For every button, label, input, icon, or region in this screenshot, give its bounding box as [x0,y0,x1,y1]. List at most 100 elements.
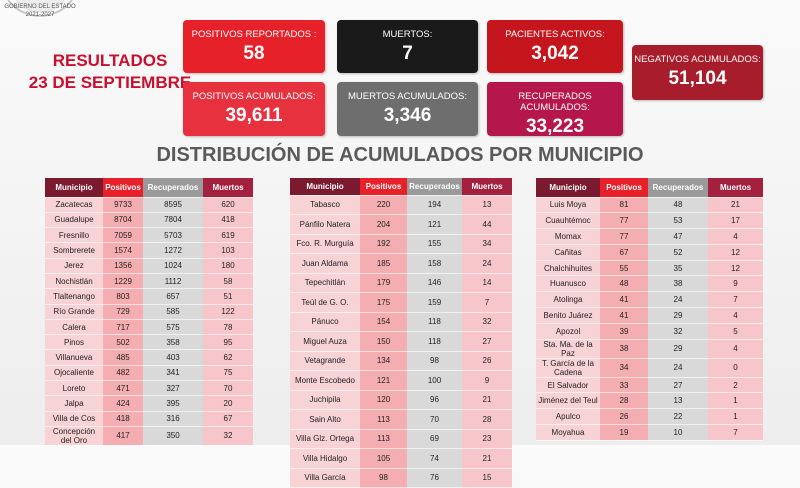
period: 2021-2027 [25,12,55,18]
stat-box: POSITIVOS ACUMULADOS: 39,611 [183,82,325,136]
cell-name: Juan Aldama [290,253,360,274]
cell-value: 24 [462,253,512,274]
cell-name: Pánuco [290,312,360,332]
cell-value: 44 [462,214,512,235]
cell-name: Tepechitlán [290,273,360,293]
stat-value: 39,611 [225,105,283,126]
cell-value: 32 [203,426,253,446]
cell-value: 358 [143,334,203,351]
column-header: Municipio [536,178,600,198]
cell-value: 52 [648,244,708,261]
row: Momax 77 47 4 [536,228,763,245]
cell-value: 194 [407,195,462,215]
cell-name: Villa García [290,468,360,488]
cell-value: 98 [407,351,462,371]
cell-name: Teúl de G. O. [290,292,360,313]
cell-value: 21 [462,448,512,469]
cell-value: 77 [600,228,648,245]
row: Juchipila 120 96 21 [290,390,512,410]
cell-value: 13 [462,195,512,215]
cell-name: Fco. R. Murguía [290,234,360,254]
row: Pánfilo Natera 204 121 44 [290,214,512,235]
cell-name: Chalchihuites [536,260,600,277]
cell-value: 0 [708,358,763,378]
logo [7,0,73,17]
cell-name: Fresnillo [45,227,103,244]
cell-value: 48 [600,275,648,293]
stat-label: MUERTOS ACUMULADOS: [348,91,467,102]
stat-value: 51,104 [668,68,727,89]
cell-value: 29 [648,339,708,359]
stat-value: 3,346 [383,105,432,126]
cell-value: 395 [143,395,203,412]
cell-value: 717 [103,319,143,336]
cell-value: 159 [407,292,462,313]
cell-value: 51 [203,288,253,305]
table: Municipio Positivos Recuperados Muertos Zaca… [45,178,253,446]
cell-value: 78 [203,319,253,336]
cell-value: 20 [203,395,253,412]
heading: DISTRIBUCIÓN DE ACUMULADOS POR MUNICIPIO [156,144,644,166]
cell-value: 5 [708,323,763,340]
cell-value: 120 [360,390,407,410]
cell-name: Tabasco [290,195,360,215]
row: Calera 717 575 78 [45,319,253,336]
cell-value: 620 [203,197,253,213]
column-header: Muertos [708,178,763,198]
cell-name: Huanusco [536,275,600,293]
cell-value: 424 [103,395,143,412]
cell-name: Villanueva [45,349,103,366]
cell-value: 350 [143,426,203,446]
stat-box: POSITIVOS REPORTADOS : 58 [183,20,325,73]
cell-value: 150 [360,331,407,352]
row: Teúl de G. O. 175 159 7 [290,292,512,313]
row: Chalchihuites 55 35 12 [536,260,763,277]
cell-value: 98 [360,468,407,488]
cell-value: 146 [407,273,462,293]
row: Villa Glz. Ortega 113 69 23 [290,429,512,449]
cell-value: 70 [203,380,253,397]
cell-value: 8704 [103,212,143,229]
row: Jiménez del Teul 28 13 1 [536,392,763,410]
cell-value: 471 [103,380,143,397]
cell-name: Villa Glz. Ortega [290,429,360,449]
cell-name: Sombrerete [45,242,103,259]
row: Guadalupe 8704 7804 418 [45,212,253,229]
cell-name: Sta. Ma. de la Paz [536,339,600,359]
cell-value: 418 [203,212,253,229]
cell-name: Apulco [536,408,600,426]
column-header: Muertos [462,178,512,196]
cell-value: 175 [360,292,407,313]
row: Vetagrande 134 98 26 [290,351,512,371]
stat-label: POSITIVOS REPORTADOS : [191,29,317,40]
cell-value: 100 [407,370,462,391]
stat-box: MUERTOS: 7 [337,20,478,73]
cell-value: 14 [462,273,512,293]
cell-value: 69 [407,429,462,449]
cell-value: 105 [360,448,407,469]
cell-value: 22 [648,408,708,426]
cell-name: Apozol [536,323,600,340]
cell-name: Atolinga [536,291,600,309]
cell-value: 1 [708,392,763,410]
cell-value: 32 [462,312,512,332]
stat-box: MUERTOS ACUMULADOS: 3,346 [337,82,478,136]
cell-name: Vetagrande [290,351,360,371]
column-header: Positivos [103,178,143,198]
table: Municipio Positivos Recuperados Muertos Luis… [536,178,763,441]
cell-value: 12 [708,244,763,261]
cell-value: 657 [143,288,203,305]
row: Zacatecas 9733 8595 620 [45,197,253,213]
cell-name: Pinos [45,334,103,351]
column-header: Recuperados [143,178,203,198]
cell-value: 39 [600,323,648,340]
column-header: Municipio [45,178,103,198]
cell-value: 28 [600,392,648,410]
cell-name: Monte Escobedo [290,370,360,391]
cell-value: 1574 [103,242,143,259]
cell-name: El Salvador [536,377,600,394]
cell-name: Nochistlán [45,273,103,290]
cell-value: 7804 [143,212,203,229]
cell-value: 4 [708,307,763,324]
row: Monte Escobedo 121 100 9 [290,370,512,391]
